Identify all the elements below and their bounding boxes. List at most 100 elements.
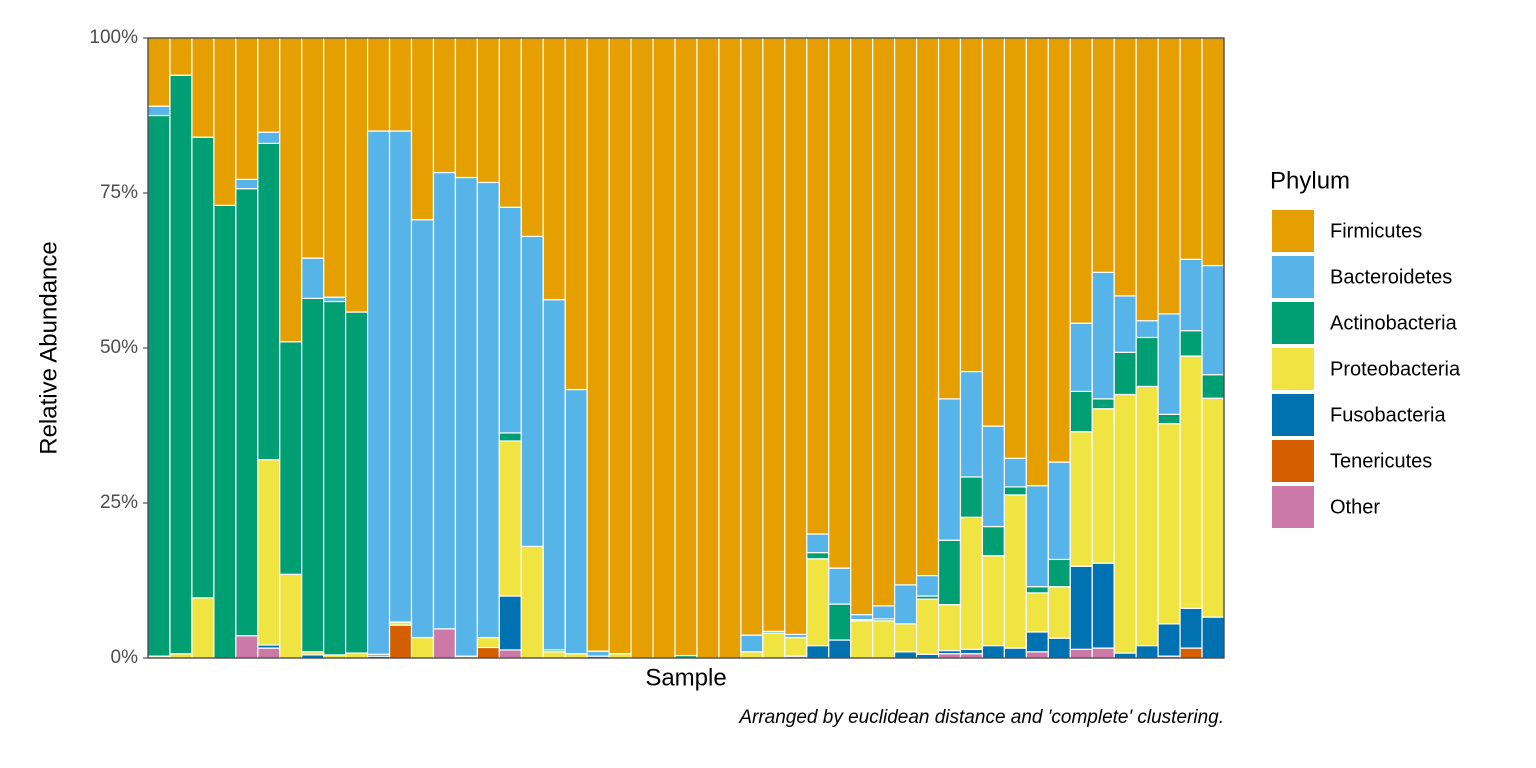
bar-segment bbox=[1025, 485, 1049, 588]
bar-segment bbox=[1069, 390, 1093, 433]
bar-segment bbox=[981, 644, 1006, 659]
bar-segment bbox=[652, 37, 676, 659]
bar-segment bbox=[630, 37, 654, 659]
bar-segment bbox=[366, 37, 391, 132]
bar-segment bbox=[1047, 461, 1071, 561]
bar-segment bbox=[915, 574, 940, 597]
bar-segment bbox=[345, 652, 369, 659]
bar-segment bbox=[806, 533, 830, 554]
bar-segment bbox=[915, 37, 940, 577]
bar-segment bbox=[937, 604, 962, 652]
bar-segment bbox=[147, 37, 171, 107]
bar-segment bbox=[366, 130, 391, 655]
bar-segment bbox=[850, 613, 874, 621]
bar-segment bbox=[1047, 586, 1071, 639]
bar-segment bbox=[850, 37, 874, 616]
y-tick-label: 25% bbox=[100, 492, 138, 513]
bar-segment bbox=[520, 235, 544, 547]
bar-segment bbox=[1179, 647, 1203, 659]
bar-segment bbox=[806, 644, 830, 659]
bar-segment bbox=[872, 605, 896, 620]
bar-segment bbox=[410, 37, 435, 221]
bar-segment bbox=[608, 653, 632, 659]
bar-segment bbox=[894, 623, 918, 653]
bar-segment bbox=[191, 37, 215, 138]
bar-segment bbox=[1157, 413, 1181, 425]
bar-segment bbox=[762, 37, 786, 632]
bar-segment bbox=[476, 181, 500, 639]
bar-segment bbox=[1025, 592, 1049, 633]
bar-segment bbox=[696, 37, 720, 659]
bar-segment bbox=[1091, 271, 1115, 400]
bar-segment bbox=[1025, 586, 1049, 594]
bar-segment bbox=[1091, 398, 1115, 410]
bar-segment bbox=[147, 105, 171, 117]
bar-segment bbox=[1113, 652, 1137, 659]
bar-segment bbox=[323, 300, 347, 656]
legend-label: Firmicutes bbox=[1330, 220, 1422, 242]
bar-segment bbox=[542, 37, 566, 301]
bar-segment bbox=[937, 398, 962, 541]
legend-key bbox=[1272, 394, 1314, 436]
bar-segment bbox=[1179, 607, 1203, 649]
bar-segment bbox=[1069, 322, 1093, 393]
bar-segment bbox=[235, 178, 259, 190]
bar-segment bbox=[762, 632, 786, 659]
bar-segment bbox=[937, 37, 962, 400]
bar-segment bbox=[432, 628, 457, 659]
bar-segment bbox=[1003, 37, 1027, 459]
y-tick-label: 50% bbox=[100, 337, 138, 358]
bar-segment bbox=[806, 551, 830, 560]
bar-segment bbox=[169, 74, 193, 655]
bar-segment bbox=[1069, 648, 1093, 659]
bar-segment bbox=[257, 37, 281, 133]
bar-segment bbox=[959, 653, 984, 659]
bar-segment bbox=[169, 37, 193, 76]
bar-segment bbox=[1201, 264, 1225, 376]
bar-segment bbox=[235, 635, 259, 659]
bar-segment bbox=[432, 171, 457, 630]
bar-segment bbox=[498, 432, 522, 442]
bar-segment bbox=[542, 299, 566, 651]
bar-segment bbox=[257, 459, 281, 646]
bar-segment bbox=[235, 37, 259, 180]
bar-segment bbox=[1179, 355, 1203, 609]
bar-segment bbox=[718, 37, 742, 659]
bar-segment bbox=[279, 37, 303, 343]
bar-segment bbox=[959, 37, 984, 373]
bar-segment bbox=[388, 624, 413, 659]
legend-key bbox=[1272, 302, 1314, 344]
y-tick-label: 0% bbox=[111, 647, 139, 668]
bar-segment bbox=[257, 142, 281, 461]
bar-segment bbox=[937, 539, 962, 606]
bar-segment bbox=[740, 634, 764, 653]
y-tick-label: 100% bbox=[89, 27, 138, 48]
bar-segment bbox=[564, 388, 588, 655]
bar-segment bbox=[257, 131, 281, 145]
bar-segment bbox=[498, 595, 522, 651]
bar-segment bbox=[1091, 562, 1115, 649]
bar-segment bbox=[1069, 37, 1093, 324]
bar-segment bbox=[1003, 486, 1027, 496]
bar-segment bbox=[279, 341, 303, 575]
legend-label: Other bbox=[1330, 496, 1380, 518]
bar-segment bbox=[191, 597, 215, 659]
bar-segment bbox=[301, 37, 325, 259]
plot-border bbox=[147, 37, 1225, 659]
bar-segment bbox=[915, 598, 940, 655]
bar-segment bbox=[388, 130, 413, 623]
bar-segment bbox=[674, 37, 698, 657]
bar-segment bbox=[806, 558, 830, 647]
bar-segment bbox=[1135, 644, 1159, 659]
bar-segment bbox=[981, 425, 1006, 528]
bar-segment bbox=[894, 584, 918, 625]
bar-segment bbox=[1157, 313, 1181, 415]
bar-segment bbox=[784, 636, 808, 657]
legend-key bbox=[1272, 486, 1314, 528]
caption: Arranged by euclidean distance and 'comp… bbox=[738, 707, 1224, 728]
bar-segment bbox=[872, 620, 896, 659]
bar-segment bbox=[981, 525, 1006, 557]
bar-segment bbox=[454, 37, 478, 179]
bar-segment bbox=[1201, 37, 1225, 267]
bar-segment bbox=[1135, 336, 1159, 388]
